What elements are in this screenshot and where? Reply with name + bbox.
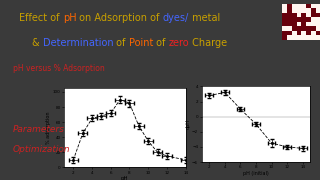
Text: Charge: Charge [189,38,228,48]
Text: Effect of: Effect of [19,13,63,23]
Text: pH versus % Adsorption: pH versus % Adsorption [13,64,105,73]
Text: Optimization: Optimization [13,145,70,154]
Text: Point: Point [129,38,153,48]
Text: Determination: Determination [43,38,113,48]
Text: zero: zero [169,38,189,48]
Y-axis label: dpH: dpH [186,119,191,129]
X-axis label: pH (initial): pH (initial) [243,171,269,176]
Text: of: of [113,38,129,48]
Y-axis label: % adsorption: % adsorption [46,112,52,144]
Text: of: of [153,38,169,48]
Text: on Adsorption of: on Adsorption of [76,13,163,23]
Text: metal: metal [189,13,220,23]
X-axis label: pH: pH [121,176,129,180]
Text: dyes/: dyes/ [163,13,189,23]
Text: &: & [32,38,43,48]
Text: pH: pH [63,13,76,23]
Text: Parameters: Parameters [13,125,65,134]
